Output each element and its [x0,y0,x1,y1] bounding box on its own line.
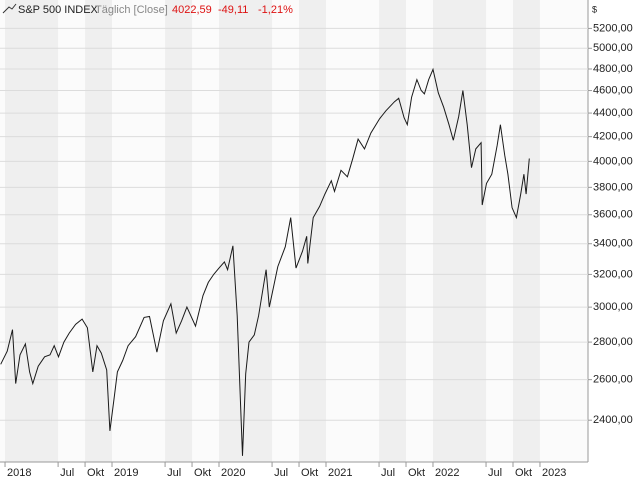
y-unit: $ [592,4,597,14]
last-close: 4022,59 [172,4,212,16]
period-band [299,0,326,462]
period-band [165,0,193,462]
y-tick-label: 3200,00 [593,268,633,280]
x-tick-label: Jul [60,467,74,479]
y-tick-label: 3400,00 [593,238,633,250]
y-tick-label: 5000,00 [593,42,633,54]
y-tick-label: 4200,00 [593,131,633,143]
change-pct: -1,21% [258,4,293,16]
x-tick-label: 2021 [328,467,352,479]
chart-title: S&P 500 INDEX [18,4,99,16]
period-band [379,0,407,462]
period-band [432,0,487,462]
y-tick-label: 3600,00 [593,209,633,221]
x-tick-label: Jul [167,467,181,479]
y-tick-label: 4800,00 [593,63,633,75]
period-band [5,0,59,462]
x-tick-label: Jul [381,467,395,479]
y-tick-label: 2800,00 [593,336,633,348]
y-tick-label: 4000,00 [593,155,633,167]
y-tick-label: 2400,00 [593,414,633,426]
x-tick-label: 2023 [542,467,566,479]
subtitle: Täglich [Close] [95,4,168,16]
y-tick-label: 4600,00 [593,84,633,96]
y-tick-label: 3000,00 [593,301,633,313]
x-tick-label: 2019 [114,467,138,479]
x-tick-label: Okt [301,467,318,479]
x-tick-label: Okt [87,467,104,479]
x-tick-label: Okt [194,467,211,479]
x-tick-label: 2018 [7,467,31,479]
x-tick-label: 2020 [221,467,245,479]
x-tick-label: Okt [515,467,532,479]
line-icon [2,3,17,14]
x-tick-label: Jul [488,467,502,479]
x-tick-label: 2022 [435,467,459,479]
x-tick-label: Okt [408,467,425,479]
y-tick-label: 4400,00 [593,107,633,119]
period-band [513,0,540,462]
change: -49,11 [218,4,248,16]
price-line [0,67,530,456]
y-tick-label: 3800,00 [593,181,633,193]
x-tick-label: Jul [274,467,288,479]
y-tick-label: 2600,00 [593,374,633,386]
y-tick-label: 5200,00 [593,22,633,34]
